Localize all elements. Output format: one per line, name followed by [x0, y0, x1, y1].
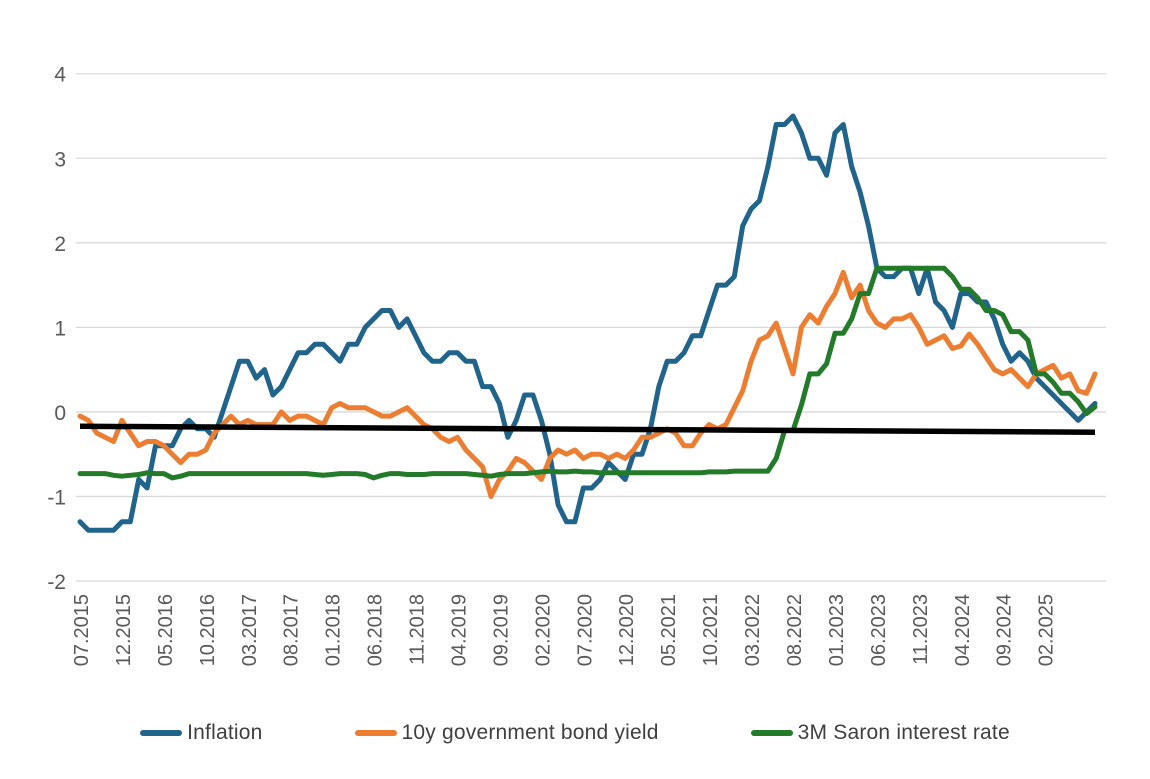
legend-label-inflation: Inflation — [187, 721, 263, 744]
x-tick-label: 04.2024 — [952, 594, 974, 666]
x-tick-label: 07.2015 — [71, 594, 93, 666]
series-line-1 — [77, 269, 1098, 499]
x-tick-label: 08.2017 — [281, 594, 303, 666]
x-tick-label: 02.2025 — [1036, 594, 1058, 666]
legend-swatch-saron — [750, 730, 793, 736]
x-tick-label: 11.2023 — [910, 594, 932, 665]
x-tick-label: 06.2018 — [365, 594, 387, 666]
y-tick-label: -2 — [47, 571, 66, 594]
y-tick-label: 2 — [54, 233, 66, 256]
series-line-2 — [77, 265, 1098, 481]
x-tick-label: 01.2023 — [826, 594, 848, 666]
y-tick-label: 1 — [54, 317, 66, 340]
y-tick-label: 4 — [54, 64, 66, 87]
x-tick-label: 10.2016 — [197, 594, 219, 666]
x-tick-label: 11.2018 — [407, 594, 429, 665]
x-tick-label: 07.2020 — [574, 594, 596, 666]
y-tick-label: -1 — [47, 486, 66, 509]
legend-item-inflation: Inflation — [140, 721, 262, 745]
y-tick-label: 3 — [54, 148, 66, 171]
x-tick-label: 12.2015 — [113, 594, 135, 666]
legend-label-bond-yield: 10y government bond yield — [401, 721, 659, 744]
x-tick-label: 04.2019 — [448, 594, 470, 666]
x-tick-label: 03.2022 — [742, 594, 764, 666]
x-tick-label: 09.2019 — [490, 594, 512, 666]
x-tick-label: 08.2022 — [784, 594, 806, 666]
x-tick-label: 09.2024 — [994, 594, 1016, 666]
x-tick-label: 05.2016 — [155, 594, 177, 666]
legend-item-saron: 3M Saron interest rate — [750, 721, 1010, 745]
x-tick-label: 05.2021 — [658, 594, 680, 666]
legend-swatch-bond-yield — [354, 730, 397, 736]
legend-item-bond-yield: 10y government bond yield — [354, 721, 659, 745]
x-tick-label: 12.2020 — [616, 594, 638, 666]
black-reference-line — [79, 423, 1096, 435]
x-tick-label: 01.2018 — [323, 594, 345, 666]
legend: Inflation 10y government bond yield 3M S… — [0, 703, 1150, 763]
legend-swatch-inflation — [140, 730, 183, 736]
x-tick-label: 03.2017 — [239, 594, 261, 666]
plot-area: 4 3 2 1 0 -1 -207.2015 12.2015 05.2016 10.2016 03.… — [47, 64, 1106, 666]
x-tick-label: 06.2023 — [868, 594, 890, 666]
legend-label-saron: 3M Saron interest rate — [797, 721, 1010, 744]
y-tick-label: 0 — [54, 402, 66, 425]
x-tick-label: 02.2020 — [532, 594, 554, 666]
x-tick-label: 10.2021 — [700, 594, 722, 666]
series-line-0 — [77, 113, 1098, 533]
